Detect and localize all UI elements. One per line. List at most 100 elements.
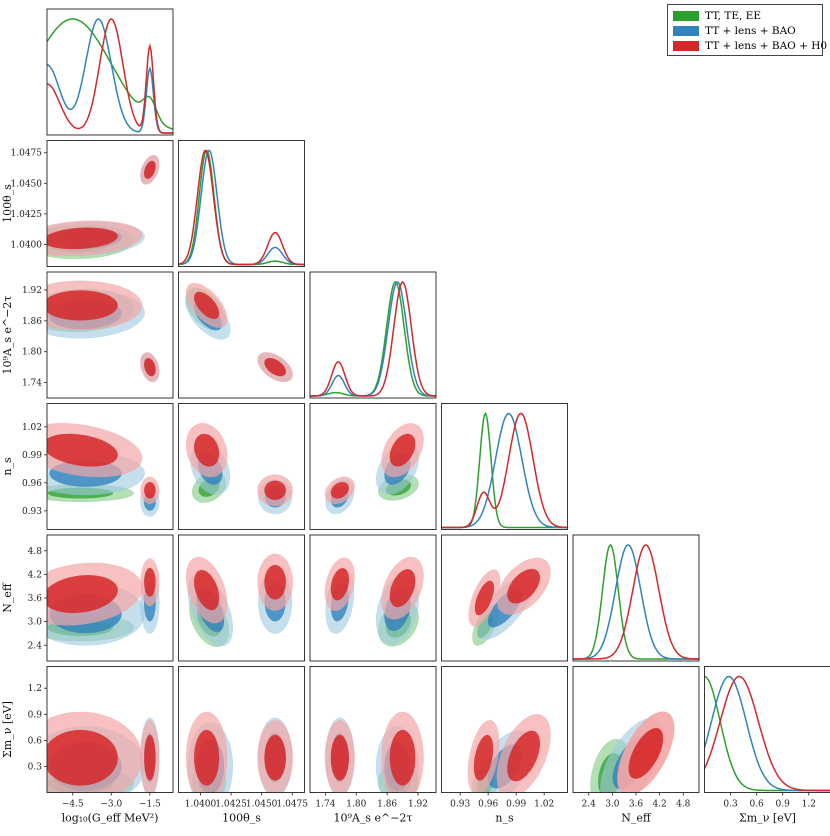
contour-red-inner-1: [330, 567, 350, 601]
panel-content: [178, 149, 305, 266]
contour-red-inner-1: [473, 734, 494, 781]
y-tick-label-Neff: 4.8: [28, 547, 43, 557]
panel-As-As: [309, 271, 437, 399]
x-axis-label-Neff: N_eff: [621, 812, 652, 825]
panel-frame: [46, 403, 174, 530]
panel-content: [185, 711, 294, 793]
y-tick-label-theta: 1.0475: [11, 149, 43, 159]
x-tick-label-As: 1.74: [315, 800, 335, 810]
y-axis-label-As: 10⁹A_s e^−2τ: [1, 295, 14, 374]
panel-frame: [178, 140, 305, 267]
y-tick-label-Neff: 3.0: [28, 618, 43, 628]
panel-content: [185, 282, 294, 383]
contour-red-inner-1: [264, 734, 287, 781]
panel-content: [573, 544, 699, 660]
panel-theta-Neff: [178, 534, 305, 662]
panel-content: [441, 412, 568, 529]
marginal-Neff-blue: [573, 544, 699, 660]
marginal-mnu-red: [704, 675, 830, 792]
panel-frame: [441, 534, 568, 662]
marginal-ns-blue: [441, 412, 568, 529]
contour-red-inner-1: [144, 357, 156, 377]
x-tick-label-mnu: 0.9: [776, 800, 791, 810]
panel-logG-ns: 0.93 0.96 0.99 1.02 n_s: [1, 403, 174, 530]
panel-content: [47, 18, 173, 134]
panel-frame: [46, 8, 174, 136]
panel-frame: [178, 534, 305, 662]
legend-label-green: TT, TE, EE: [705, 9, 762, 22]
y-axis-label-mnu: Σm_ν [eV]: [1, 701, 14, 758]
contour-red-inner-0: [193, 729, 220, 786]
x-tick-label-Neff: 4.8: [676, 800, 691, 810]
contour-red-inner-0: [507, 568, 541, 604]
panel-content: [324, 556, 424, 647]
legend-swatch-green: [673, 10, 699, 21]
x-tick-label-logG: −1.5: [139, 800, 161, 810]
marginal-logG-blue: [47, 18, 173, 134]
x-tick-label-As: 1.92: [408, 800, 428, 810]
contour-red-inner-0: [507, 730, 541, 782]
y-tick-label-theta: 1.0400: [11, 240, 43, 250]
panel-Neff-mnu: 2.4 3.0 3.6 4.2 4.8 N_eff: [572, 666, 700, 825]
x-tick-label-Neff: 4.2: [652, 800, 666, 810]
marginal-Neff-red: [573, 544, 699, 660]
panel-ns-ns: [441, 403, 568, 530]
x-tick-label-ns: 0.93: [450, 800, 470, 810]
contour-red-inner-0: [47, 433, 119, 467]
contour-red-inner-1: [628, 727, 664, 779]
x-tick-label-Neff: 3.0: [605, 800, 620, 810]
y-tick-label-theta: 1.0425: [11, 210, 43, 220]
marginal-As-red: [310, 281, 436, 397]
y-tick-label-theta: 1.0450: [11, 179, 43, 189]
panel-mnu-mnu: 0.3 0.6 0.9 1.2 Σm_ν [eV]: [704, 666, 830, 825]
panel-content: [324, 422, 424, 515]
panel-theta-theta: [178, 140, 305, 267]
contour-red-inner-0: [193, 291, 220, 320]
y-tick-label-mnu: 0.3: [28, 762, 43, 772]
y-tick-label-mnu: 0.9: [28, 710, 43, 720]
x-axis-label-As: 10⁹A_s e^−2τ: [333, 812, 412, 825]
panel-frame: [441, 403, 568, 530]
legend-label-red: TT + lens + BAO + H0: [705, 39, 828, 52]
panel-content: [468, 557, 551, 646]
contour-red-inner-1: [264, 564, 287, 600]
contour-red-inner-0: [193, 569, 220, 611]
panel-content: [47, 280, 160, 383]
legend: TT, TE, EE TT + lens + BAO TT + lens + B…: [667, 4, 827, 56]
y-tick-label-ns: 0.99: [22, 451, 42, 461]
panel-frame: [46, 666, 174, 793]
contour-red-inner-1: [144, 160, 156, 179]
panel-content: [185, 553, 294, 648]
x-tick-label-ns: 1.02: [534, 800, 554, 810]
panel-frame: [178, 403, 305, 530]
panel-Neff-Neff: [572, 534, 700, 662]
x-axis-label-ns: n_s: [495, 812, 514, 825]
legend-entry-blue: TT + lens + BAO: [673, 23, 817, 38]
y-tick-label-As: 1.92: [22, 286, 42, 296]
x-tick-label-mnu: 1.2: [802, 800, 816, 810]
legend-entry-green: TT, TE, EE: [673, 8, 817, 23]
panel-frame: [309, 403, 437, 530]
panel-content: [704, 675, 830, 792]
panel-theta-ns: [178, 403, 305, 530]
contour-red-inner-1: [474, 580, 495, 616]
y-tick-label-Neff: 4.2: [28, 570, 42, 580]
contour-red-inner-1: [330, 481, 350, 499]
panel-logG-As: 1.74 1.80 1.86 1.92 10⁹A_s e^−2τ: [1, 271, 174, 399]
x-tick-label-mnu: 0.6: [749, 800, 764, 810]
contour-red-inner-0: [47, 227, 119, 250]
panel-frame: [441, 666, 568, 793]
panel-As-ns: [309, 403, 437, 530]
contour-red-inner-1: [330, 734, 350, 781]
panel-frame: [572, 534, 700, 662]
contour-red-inner-1: [144, 481, 156, 499]
panel-frame: [46, 140, 174, 267]
panel-content: [185, 422, 294, 515]
x-tick-label-mnu: 0.3: [723, 800, 738, 810]
y-tick-label-ns: 1.02: [22, 423, 42, 433]
panel-logG-theta: 1.0400 1.0425 1.0450 1.0475 100θ_s: [1, 140, 174, 267]
panel-ns-Neff: [441, 534, 568, 662]
panel-As-Neff: [309, 534, 437, 662]
marginal-As-green: [310, 281, 436, 397]
